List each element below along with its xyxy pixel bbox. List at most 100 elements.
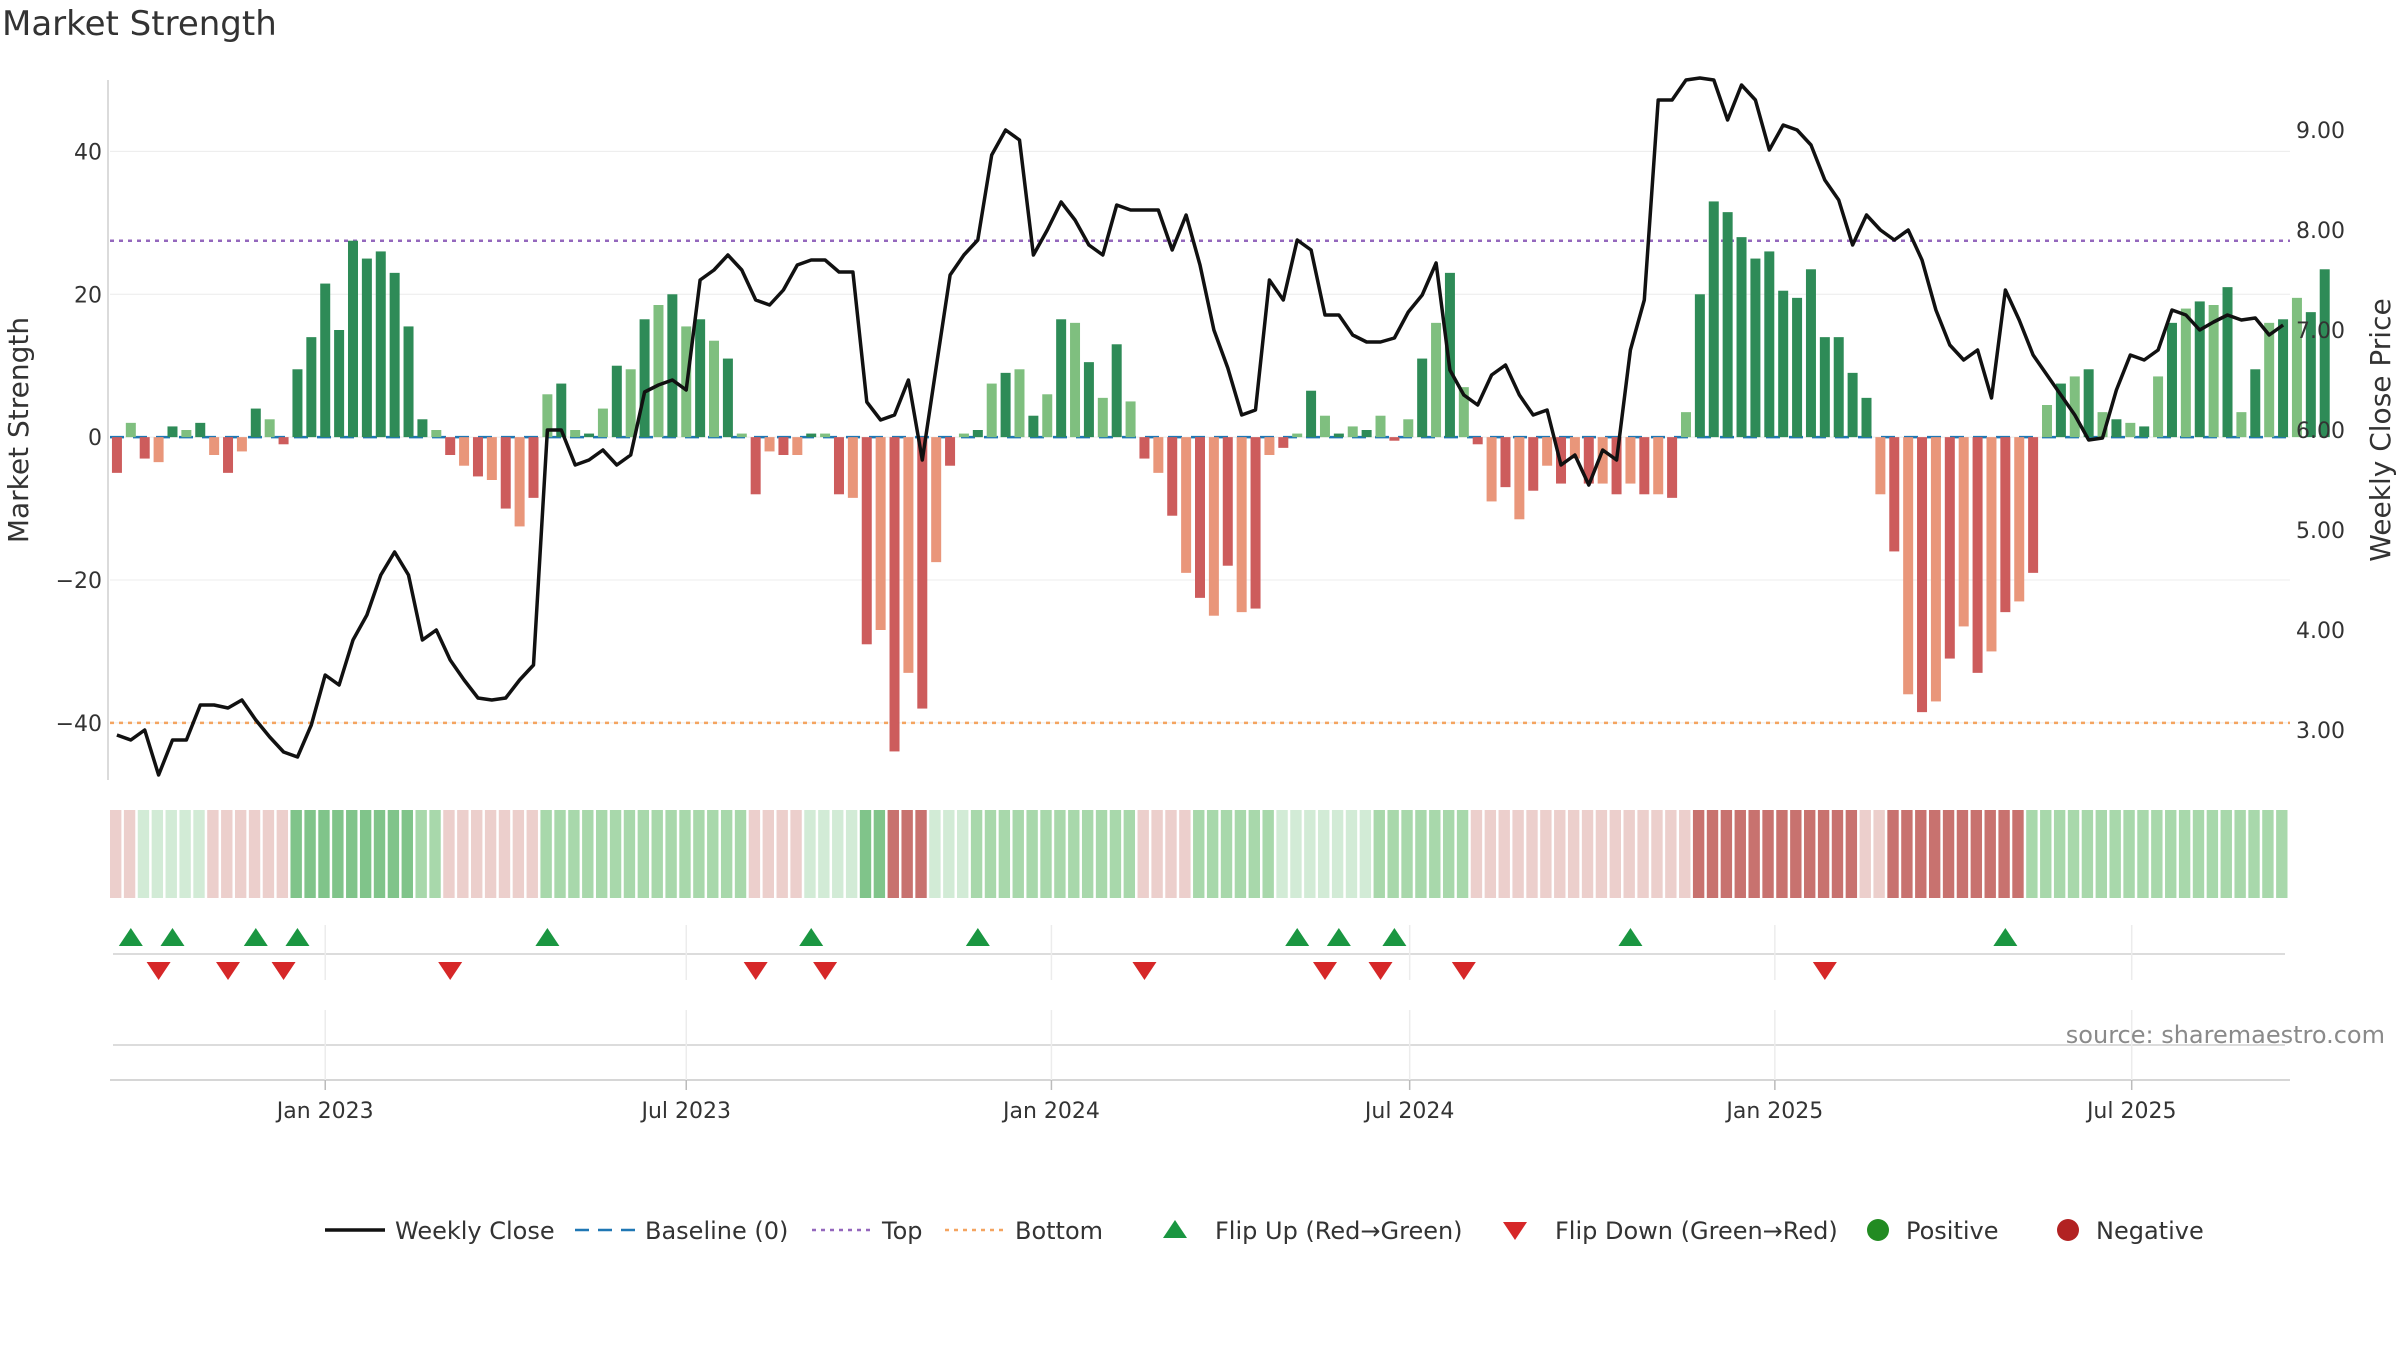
heat-cell: [457, 810, 469, 898]
left-tick-label: −20: [56, 569, 102, 594]
right-tick-label: 5.00: [2296, 519, 2345, 544]
source-label: source: sharemaestro.com: [2066, 1021, 2385, 1049]
strength-bar: [181, 430, 192, 438]
heat-cell: [1331, 810, 1344, 898]
strength-bar: [792, 437, 803, 455]
strength-bar: [584, 433, 595, 438]
strength-bar: [1014, 369, 1025, 438]
heat-cell: [2151, 810, 2163, 898]
strength-bar: [2028, 437, 2039, 573]
heat-cell: [2192, 810, 2205, 898]
strength-bar: [223, 437, 234, 473]
heat-cell: [332, 810, 344, 898]
heat-cell: [179, 810, 191, 898]
right-tick-label: 8.00: [2296, 219, 2345, 244]
strength-bar: [861, 437, 872, 645]
strength-bar: [806, 433, 817, 438]
flip-up-marker: [1993, 928, 2018, 946]
strength-bar: [1458, 387, 1469, 438]
strength-bar: [1847, 372, 1858, 438]
flip-down-marker: [813, 962, 838, 980]
strength-bar: [1361, 430, 1372, 438]
strength-bar: [1444, 272, 1455, 438]
strength-bar: [1736, 237, 1747, 438]
flip-up-marker: [535, 928, 560, 946]
strength-bar: [2097, 412, 2108, 438]
strength-bar: [459, 437, 470, 466]
flip-up-marker: [1382, 928, 1407, 946]
heat-cell: [609, 810, 622, 898]
strength-bar: [334, 330, 345, 438]
heat-cell: [2053, 810, 2066, 898]
heat-cell: [1442, 810, 1455, 898]
heat-cell: [1206, 810, 1219, 898]
heat-cell: [568, 810, 580, 898]
strength-bar: [2291, 297, 2302, 438]
heat-cell: [318, 810, 330, 898]
strength-bar: [1347, 426, 1358, 438]
heat-cell: [1470, 810, 1483, 898]
heat-cell: [984, 810, 997, 898]
strength-bar: [1597, 437, 1608, 484]
heat-cell: [151, 810, 164, 898]
strength-bar: [1431, 322, 1442, 438]
heat-cell: [1928, 810, 1941, 898]
left-axis-label: Market Strength: [2, 317, 35, 543]
strength-bar: [653, 305, 664, 438]
x-tick-label: Jul 2023: [639, 1099, 731, 1124]
left-tick-label: 20: [74, 283, 102, 308]
strength-bar: [667, 294, 678, 438]
flip-up-marker: [1618, 928, 1643, 946]
heat-cell: [1068, 810, 1080, 898]
strength-bar: [542, 394, 553, 438]
legend-swatch-flip-down: [1503, 1222, 1527, 1240]
heat-cell: [1609, 810, 1622, 898]
heat-cell: [1054, 810, 1066, 898]
heat-cell: [443, 810, 455, 898]
heat-cell: [1262, 810, 1274, 898]
legend-label: Negative: [2096, 1217, 2204, 1245]
strength-bar: [570, 430, 581, 438]
strength-bar: [1944, 437, 1955, 659]
strength-bar: [597, 408, 608, 438]
left-tick-label: 40: [74, 140, 102, 165]
strength-bar: [2222, 287, 2233, 438]
strength-bar: [1153, 437, 1164, 473]
heat-cell: [1581, 810, 1594, 898]
legend-label: Top: [881, 1217, 923, 1245]
strength-bar: [2125, 422, 2136, 438]
heat-cell: [1081, 810, 1094, 898]
strength-bar: [1306, 390, 1317, 438]
strength-bar: [820, 433, 831, 438]
strength-bar: [2305, 312, 2316, 438]
heat-cell: [1040, 810, 1052, 898]
heat-cell: [2262, 810, 2274, 898]
heat-cell: [1845, 810, 1858, 898]
heat-cell: [193, 810, 205, 898]
strength-bars: [111, 201, 2330, 752]
strength-bar: [764, 437, 775, 452]
strength-bar: [167, 426, 178, 438]
heat-cell: [2220, 810, 2232, 898]
legend-swatch-flip-up: [1163, 1220, 1187, 1238]
strength-bar: [2000, 437, 2011, 613]
strength-bar: [2139, 426, 2150, 438]
heat-cell: [429, 810, 441, 898]
heat-cell: [845, 810, 858, 898]
heat-cell: [1137, 810, 1149, 898]
heat-cell: [498, 810, 511, 898]
flip-down-marker: [216, 962, 241, 980]
flip-up-marker: [285, 928, 310, 946]
strength-bar: [1722, 212, 1733, 438]
heat-cell: [1123, 810, 1136, 898]
heat-cell: [915, 810, 927, 898]
heat-cell: [290, 810, 302, 898]
strength-bar: [2194, 301, 2205, 438]
right-tick-label: 4.00: [2296, 619, 2345, 644]
heat-cell: [1804, 810, 1816, 898]
legend-item: Flip Down (Green→Red): [1503, 1217, 1838, 1245]
heat-cell: [415, 810, 427, 898]
strength-bar: [1417, 358, 1428, 438]
heat-cell: [540, 810, 552, 898]
heat-cell: [1790, 810, 1802, 898]
